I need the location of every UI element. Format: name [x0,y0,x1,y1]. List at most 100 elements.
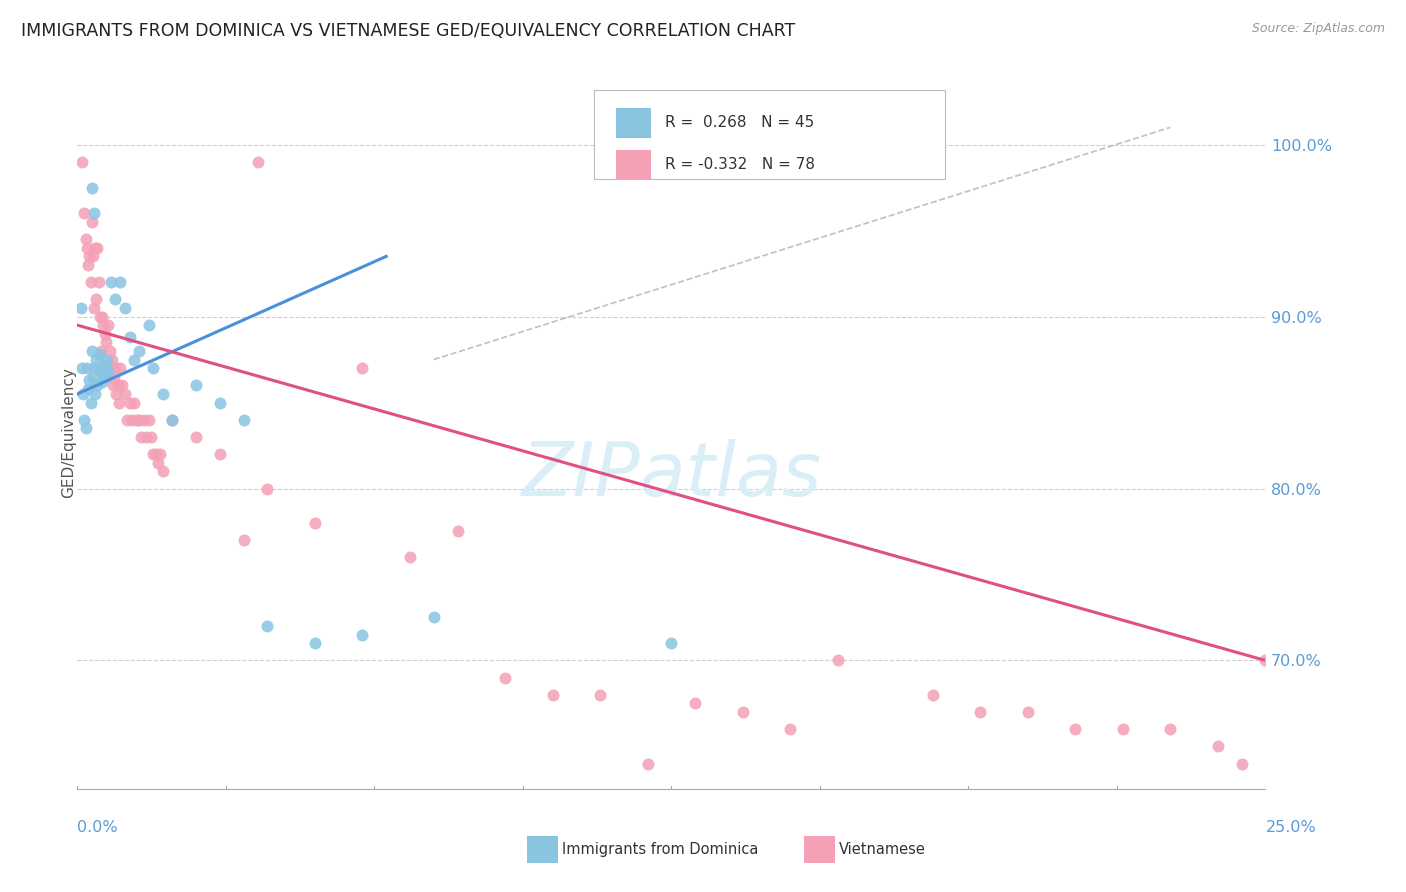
Point [87,361,110,376]
Point [100,361,122,376]
Point [80,343,103,358]
Point [108,361,131,376]
Point [827,653,849,667]
Text: Vietnamese: Vietnamese [839,842,927,856]
Point [105,387,128,401]
Point [661,636,683,650]
Point [208,395,231,409]
Point [186,378,208,392]
Bar [616,150,651,179]
Point [97,365,120,379]
Point [89,310,111,324]
Point [96,352,118,367]
Point [1064,723,1087,737]
Point [73,206,96,220]
Point [77,249,100,263]
Point [142,361,165,376]
Point [352,361,374,376]
Text: R = -0.332   N = 78: R = -0.332 N = 78 [665,157,815,172]
Point [86,378,108,392]
Point [152,464,174,478]
Point [125,413,148,427]
Point [93,358,115,372]
Y-axis label: GED/Equivalency: GED/Equivalency [62,368,76,498]
Point [162,413,184,427]
Point [1206,739,1229,754]
Point [70,361,93,376]
Point [73,413,96,427]
Point [208,447,231,461]
Point [70,154,93,169]
Point [124,395,146,409]
Point [256,619,278,633]
Point [91,375,114,389]
Point [494,671,516,685]
Point [138,318,160,333]
Point [80,215,103,229]
Point [779,723,801,737]
Point [969,705,991,719]
Point [146,456,169,470]
Point [139,430,162,444]
Point [423,610,446,624]
Point [149,447,172,461]
FancyBboxPatch shape [595,90,945,179]
Point [80,180,103,194]
Point [446,524,468,539]
Point [1230,756,1253,771]
Point [86,293,108,307]
Text: IMMIGRANTS FROM DOMINICA VS VIETNAMESE GED/EQUIVALENCY CORRELATION CHART: IMMIGRANTS FROM DOMINICA VS VIETNAMESE G… [21,22,796,40]
Point [107,378,129,392]
Point [94,326,117,341]
Point [103,369,125,384]
Point [118,395,141,409]
Point [96,361,118,376]
Bar [616,108,651,137]
Point [145,447,167,461]
Text: 25.0%: 25.0% [1265,821,1316,835]
Point [83,206,105,220]
Text: ZIPatlas: ZIPatlas [522,440,821,511]
Point [94,361,117,376]
Point [1112,723,1135,737]
Point [256,482,278,496]
Point [83,301,105,315]
Point [152,387,174,401]
Point [76,382,98,396]
Point [87,275,110,289]
Point [91,310,114,324]
Point [79,275,101,289]
Point [86,352,108,367]
Point [90,365,112,379]
Point [108,275,131,289]
Point [104,293,127,307]
Point [304,636,326,650]
Point [731,705,754,719]
Point [232,533,254,547]
Point [132,413,155,427]
Point [89,347,111,361]
Point [70,301,93,315]
Point [82,369,104,384]
Point [131,430,153,444]
Point [75,421,97,435]
Point [246,154,269,169]
Point [114,301,136,315]
Point [84,387,107,401]
Point [1159,723,1181,737]
Point [75,232,97,246]
Point [138,413,160,427]
Point [921,688,943,702]
Point [541,688,564,702]
Point [128,413,150,427]
Text: Immigrants from Dominica: Immigrants from Dominica [562,842,759,856]
Point [304,516,326,530]
Point [121,413,143,427]
Point [115,413,138,427]
Text: Source: ZipAtlas.com: Source: ZipAtlas.com [1251,22,1385,36]
Text: 0.0%: 0.0% [77,821,118,835]
Point [111,378,134,392]
Point [72,387,94,401]
Point [128,343,150,358]
Point [77,373,100,387]
